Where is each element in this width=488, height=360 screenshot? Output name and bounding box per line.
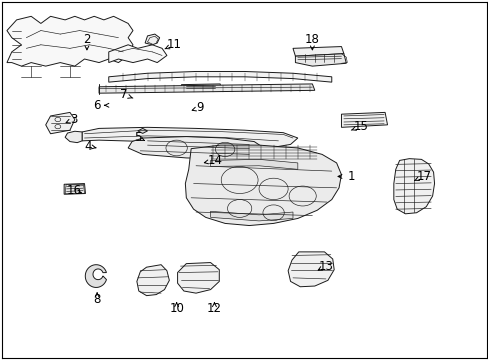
Polygon shape: [138, 129, 147, 134]
Text: 5: 5: [134, 131, 141, 144]
Text: 15: 15: [353, 120, 367, 133]
Polygon shape: [137, 265, 169, 296]
Text: 2: 2: [83, 33, 90, 46]
Text: 18: 18: [305, 33, 319, 46]
Polygon shape: [295, 54, 346, 66]
Polygon shape: [108, 45, 166, 63]
Text: 17: 17: [416, 170, 430, 183]
Polygon shape: [145, 34, 159, 45]
Polygon shape: [210, 211, 292, 221]
Text: 9: 9: [196, 101, 203, 114]
Polygon shape: [185, 145, 341, 226]
Polygon shape: [181, 84, 220, 91]
Text: 7: 7: [119, 88, 127, 101]
Polygon shape: [64, 184, 85, 194]
Text: 14: 14: [207, 154, 223, 167]
Text: 13: 13: [318, 260, 333, 273]
Polygon shape: [65, 131, 82, 143]
Polygon shape: [210, 159, 297, 169]
Text: 12: 12: [206, 302, 222, 315]
Polygon shape: [108, 72, 331, 82]
Polygon shape: [99, 84, 314, 93]
Text: 11: 11: [166, 38, 182, 51]
Text: 8: 8: [93, 293, 101, 306]
Text: 3: 3: [70, 113, 78, 126]
Polygon shape: [7, 16, 133, 66]
Text: 6: 6: [93, 99, 101, 112]
Text: 10: 10: [169, 302, 183, 315]
Polygon shape: [287, 252, 333, 287]
Polygon shape: [128, 136, 264, 159]
Polygon shape: [292, 46, 343, 56]
Polygon shape: [82, 127, 297, 147]
Polygon shape: [45, 112, 75, 134]
Text: 4: 4: [84, 140, 92, 153]
Text: 1: 1: [346, 170, 354, 183]
Text: 16: 16: [66, 184, 81, 197]
Polygon shape: [177, 262, 219, 293]
Polygon shape: [85, 265, 106, 287]
Polygon shape: [341, 112, 386, 127]
Polygon shape: [393, 159, 434, 214]
